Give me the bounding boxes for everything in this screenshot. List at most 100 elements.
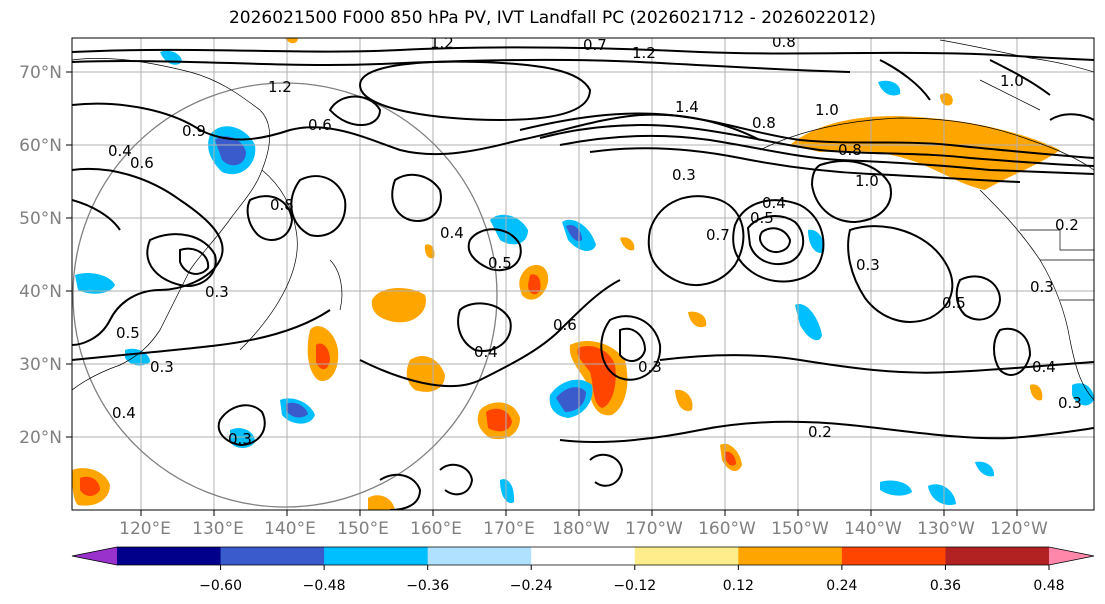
colorbar-cell [220,547,325,565]
lon-label: 170°E [483,519,535,539]
shade-orange-alaska [790,116,1060,190]
lon-label: 180°W [552,519,610,539]
lon-label: 150°E [337,519,389,539]
lon-label: 130°W [917,519,975,539]
colorbar-extend-left [72,547,117,565]
colorbar-tick-label: 0.12 [723,578,754,594]
contour-label: 0.4 [440,224,464,242]
contour-label: 0.6 [130,154,154,172]
colorbar-cell [634,547,739,565]
colorbar-cell [841,547,946,565]
colorbar-extend-right [1049,547,1094,565]
lat-label: 60°N [19,136,62,156]
shade-blue-se [1072,383,1094,406]
shade-orange-midpac-3 [406,355,445,392]
contour-label: 0.5 [750,209,774,227]
colorbar-cell [324,547,429,565]
contour-label: 0.3 [856,256,880,274]
shade-blue-east-3 [975,461,995,477]
contour-label: 1.0 [855,172,879,190]
lat-label: 30°N [19,355,62,375]
colorbar-tick-label: −0.12 [613,578,656,594]
axis-ticks [66,71,1018,516]
shade-blue-pac-1 [490,214,528,245]
shade-orange-midpac-1 [371,288,426,323]
contour-label: 1.0 [815,101,839,119]
contour-label: 1.2 [430,34,454,52]
contour-label: 0.3 [205,283,229,301]
shade-orange-se-3 [688,311,707,328]
contour-label: 0.5 [488,254,512,272]
shade-blue-far-se-2 [928,484,956,506]
colorbar-tick-label: 0.48 [1033,578,1064,594]
colorbar-outline [71,546,1095,566]
contour-label: 1.2 [632,44,656,62]
lat-label: 50°N [19,209,62,229]
colorbar-cell [117,547,222,565]
colorbar-tick-label: 0.36 [930,578,961,594]
lon-label: 120°E [119,519,171,539]
contour-label: 0.9 [182,122,206,140]
pv-contours [72,46,1094,510]
lat-label: 70°N [19,63,62,83]
contour-label: 0.6 [553,316,577,334]
contour-label: 0.3 [228,430,252,448]
shade-blue-ne [878,80,901,96]
graticule [72,38,1094,510]
contour-label: 0.3 [672,166,696,184]
contour-label: 0.4 [112,404,136,422]
contour-label: 0.3 [1058,394,1082,412]
lon-label: 140°W [844,519,902,539]
contour-label: 0.5 [942,294,966,312]
shade-orange-bottom [368,495,395,510]
contour-label: 0.2 [1055,216,1079,234]
map-title: 2026021500 F000 850 hPa PV, IVT Landfall… [228,8,876,28]
map-content: 1.2 0.7 1.2 0.8 1.0 1.4 1.2 0.9 0.4 0.6 … [72,33,1094,510]
lon-label: 120°W [990,519,1048,539]
colorbar-cell [738,547,843,565]
shade-blue-bottom [500,479,515,504]
contour-label: 1.4 [675,98,699,116]
shade-orange-right [1030,384,1043,401]
shade-blue-far-se [880,480,912,496]
contour-label: 0.5 [116,324,140,342]
contour-label: 0.7 [706,226,730,244]
colorbar: −0.60 −0.48 −0.36 −0.24 −0.12 0.12 0.24 0.36 0.4… [71,546,1095,594]
contour-label: 0.4 [1032,358,1056,376]
colorbar-cell [945,547,1050,565]
colorbar-tick-label: 0.24 [826,578,857,594]
colorbar-cell [531,547,636,565]
colorbar-tick-label: −0.48 [303,578,346,594]
latitude-labels: 70°N 60°N 50°N 40°N 30°N 20°N [19,63,62,448]
range-circle [72,82,498,508]
lon-label: 170°W [625,519,683,539]
coastlines [72,39,1094,401]
contour-label: 0.3 [150,358,174,376]
shade-orange-mid-2 [424,244,435,259]
lon-label: 160°E [410,519,462,539]
colorbar-tick-label: −0.60 [199,578,242,594]
contour-label: 1.0 [1000,72,1024,90]
contour-label: 0.6 [308,116,332,134]
contour-label: 0.3 [1030,278,1054,296]
contour-label: 0.8 [772,33,796,51]
contour-label: 1.2 [268,78,292,96]
contour-label: 0.8 [270,196,294,214]
contour-label: 0.3 [638,358,662,376]
contour-label: 0.4 [474,343,498,361]
contour-label: 0.7 [583,36,607,54]
lon-label: 140°E [264,519,316,539]
longitude-labels: 120°E 130°E 140°E 150°E 160°E 170°E 180°… [119,519,1048,539]
contour-label: 0.8 [752,114,776,132]
contour-labels: 1.2 0.7 1.2 0.8 1.0 1.4 1.2 0.9 0.4 0.6 … [108,33,1082,448]
lat-label: 20°N [19,428,62,448]
lon-label: 130°E [192,519,244,539]
shade-blue-left [75,273,115,294]
contour-label: 0.4 [108,142,132,160]
colorbar-tick-label: −0.24 [510,578,553,594]
contour-label: 0.8 [838,141,862,159]
shade-orange-top [285,38,298,44]
lon-label: 160°W [698,519,756,539]
shade-blue-east-1 [795,304,822,341]
